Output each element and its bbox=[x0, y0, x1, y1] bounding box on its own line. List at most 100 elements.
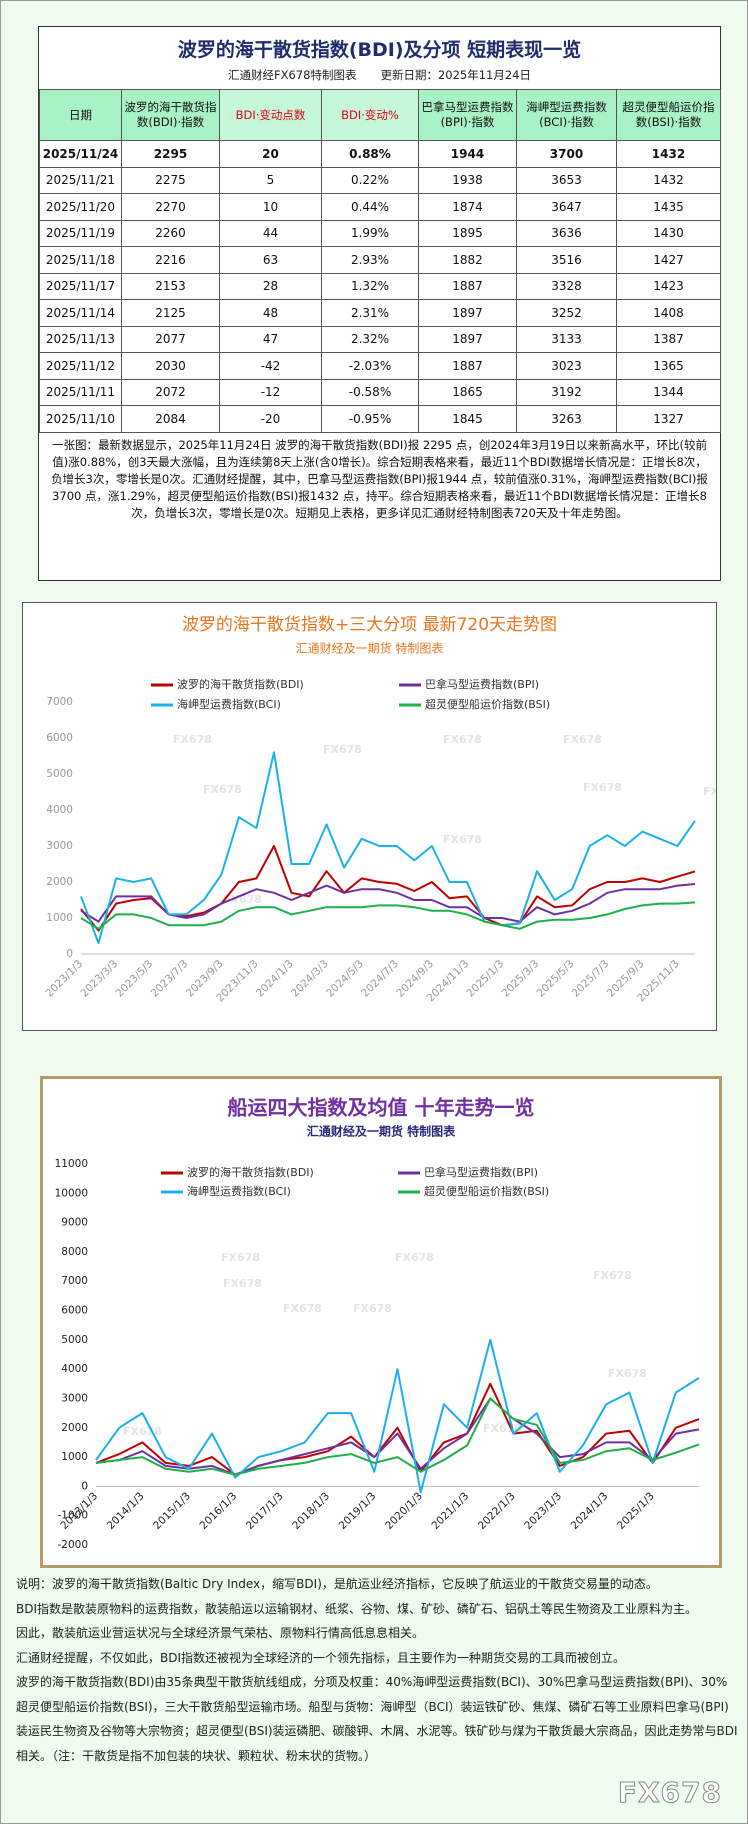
x-tick-label: 2024/7/3 bbox=[359, 958, 401, 1000]
note-paragraph: 说明：波罗的海干散货指数(Baltic Dry Index，缩写BDI)，是航运… bbox=[16, 1577, 658, 1591]
y-tick-label: -1000 bbox=[57, 1510, 88, 1522]
table-cell: 10 bbox=[219, 193, 322, 221]
watermark: FX678 bbox=[608, 1367, 647, 1380]
y-tick-label: 6000 bbox=[61, 1305, 88, 1317]
watermark: FX678 bbox=[443, 833, 482, 846]
data-table: 日期 波罗的海干散货指数(BDI)·指数 BDI·变动点数 BDI·变动% 巴拿马型运费… bbox=[39, 89, 721, 433]
legend-label: 波罗的海干散货指数(BDI) bbox=[187, 1165, 314, 1179]
table-cell: 20 bbox=[219, 140, 322, 168]
table-cell: 2.32% bbox=[321, 325, 419, 353]
table-cell: 1387 bbox=[616, 325, 721, 353]
watermark: FX678 bbox=[223, 893, 262, 906]
table-cell: 3263 bbox=[516, 405, 617, 433]
table-cell: 2025/11/12 bbox=[39, 352, 122, 380]
panel-title: 波罗的海干散货指数(BDI)及分项 短期表现一览 bbox=[177, 39, 582, 61]
table-cell: 1435 bbox=[616, 193, 721, 221]
table-cell: 3252 bbox=[516, 299, 617, 327]
table-cell: 1874 bbox=[418, 193, 517, 221]
table-cell: 1938 bbox=[418, 166, 517, 194]
table-cell: -12 bbox=[219, 378, 322, 406]
table-cell: 2072 bbox=[121, 378, 220, 406]
x-tick-label: 2019/1/3 bbox=[337, 1490, 379, 1532]
table-cell: 2270 bbox=[121, 193, 220, 221]
series-line bbox=[80, 751, 696, 945]
table-cell: 28 bbox=[219, 272, 322, 300]
chart-subtitle: 汇通财经及一期货 特制图表 bbox=[296, 641, 444, 656]
x-tick-label: 2023/7/3 bbox=[149, 958, 191, 1000]
x-tick-label: 2015/1/3 bbox=[151, 1490, 193, 1532]
table-cell: 1.32% bbox=[321, 272, 419, 300]
x-tick-label: 2023/5/3 bbox=[114, 958, 156, 1000]
series-line bbox=[95, 1397, 700, 1476]
table-cell: 2025/11/13 bbox=[39, 325, 122, 353]
table-cell: 3647 bbox=[516, 193, 617, 221]
table-cell: 3023 bbox=[516, 352, 617, 380]
x-tick-label: 2024/5/3 bbox=[324, 958, 366, 1000]
table-cell: 1327 bbox=[616, 405, 721, 433]
watermark: FX678 bbox=[563, 733, 602, 746]
y-tick-label: 8000 bbox=[61, 1246, 88, 1258]
table-cell: 2084 bbox=[121, 405, 220, 433]
x-tick-label: 2023/3/3 bbox=[78, 958, 120, 1000]
y-tick-label: 2000 bbox=[46, 876, 73, 888]
watermark: FX678 bbox=[443, 733, 482, 746]
table-row: 2025/11/20 2270 10 0.44% 1874 3647 1435 bbox=[39, 193, 721, 221]
table-cell: 2025/11/11 bbox=[39, 378, 122, 406]
table-row: 2025/11/12 2030 -42 -2.03% 1887 3023 1365 bbox=[39, 352, 721, 380]
table-cell: 2025/11/24 bbox=[39, 140, 122, 168]
y-tick-label: 3000 bbox=[46, 840, 73, 852]
table-cell: 3653 bbox=[516, 166, 617, 194]
table-row: 2025/11/13 2077 47 2.32% 1897 3133 1387 bbox=[39, 325, 721, 353]
header-cell: 波罗的海干散货指数(BDI)·指数 bbox=[121, 89, 220, 141]
table-cell: -0.58% bbox=[321, 378, 419, 406]
y-tick-label: 4000 bbox=[61, 1363, 88, 1375]
header-cell: 巴拿马型运费指数(BPI)·指数 bbox=[418, 89, 517, 141]
table-cell: 1365 bbox=[616, 352, 721, 380]
y-tick-label: 5000 bbox=[61, 1334, 88, 1346]
y-tick-label: 10000 bbox=[55, 1187, 88, 1199]
x-tick-label: 2016/1/3 bbox=[198, 1490, 240, 1532]
table-cell: 5 bbox=[219, 166, 322, 194]
table-cell: 1432 bbox=[616, 140, 721, 168]
table-cell: 2.31% bbox=[321, 299, 419, 327]
table-cell: 2025/11/20 bbox=[39, 193, 122, 221]
watermark: FX678 bbox=[395, 1251, 434, 1264]
chart-title: 船运四大指数及均值 十年走势一览 bbox=[228, 1096, 535, 1120]
table-cell: 0.44% bbox=[321, 193, 419, 221]
watermark: FX678 bbox=[283, 1302, 322, 1315]
legend-label: 海岬型运费指数(BCI) bbox=[187, 1184, 291, 1198]
table-cell: -0.95% bbox=[321, 405, 419, 433]
x-tick-label: 2024/3/3 bbox=[289, 958, 331, 1000]
y-tick-label: 2000 bbox=[61, 1422, 88, 1434]
table-cell: 1887 bbox=[418, 352, 517, 380]
table-cell: 2295 bbox=[121, 140, 220, 168]
source: 汇通财经FX678特制图表 bbox=[228, 68, 357, 82]
table-cell: 3516 bbox=[516, 246, 617, 274]
y-tick-label: 1000 bbox=[61, 1451, 88, 1463]
table-cell: 1944 bbox=[418, 140, 517, 168]
x-tick-label: 2020/1/3 bbox=[383, 1490, 425, 1532]
header-row: 日期 波罗的海干散货指数(BDI)·指数 BDI·变动点数 BDI·变动% 巴拿马型运费… bbox=[39, 89, 721, 141]
chart-box: FX678 FX678 FX678 FX678 FX678 FX678 FX678 FX678… bbox=[22, 602, 742, 1031]
watermark: FX678 bbox=[123, 1425, 162, 1438]
y-tick-label: 7000 bbox=[46, 696, 73, 708]
table-cell: 2030 bbox=[121, 352, 220, 380]
table-cell: 2025/11/17 bbox=[39, 272, 122, 300]
watermark: FX678 bbox=[173, 733, 212, 746]
legend-label: 超灵便型船运价指数(BSI) bbox=[424, 1184, 549, 1198]
y-tick-label: 0 bbox=[66, 948, 73, 960]
legend-label: 巴拿马型运费指数(BPI) bbox=[424, 1165, 538, 1179]
header-cell: BDI·变动% bbox=[321, 89, 419, 141]
table-cell: 3133 bbox=[516, 325, 617, 353]
chart-box: FX678 FX678 FX678 FX678 FX678 FX678 FX678 FX678… bbox=[40, 1076, 722, 1568]
y-tick-label: 0 bbox=[81, 1480, 88, 1492]
table-cell: 1.99% bbox=[321, 219, 419, 247]
table-cell: 2153 bbox=[121, 272, 220, 300]
y-tick-label: 6000 bbox=[46, 732, 73, 744]
table-cell: 2260 bbox=[121, 219, 220, 247]
table-row: 2025/11/21 2275 5 0.22% 1938 3653 1432 bbox=[39, 166, 721, 194]
watermark: FX678 bbox=[323, 743, 362, 756]
table-cell: 1895 bbox=[418, 219, 517, 247]
x-tick-label: 2025/1/3 bbox=[464, 958, 506, 1000]
table-cell: 1344 bbox=[616, 378, 721, 406]
